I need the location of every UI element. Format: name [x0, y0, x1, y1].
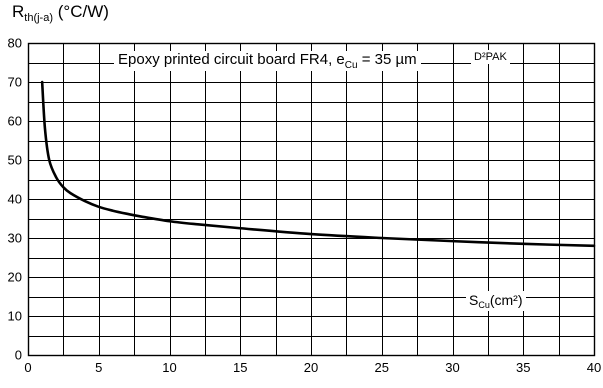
- x-tick-label: 20: [304, 360, 318, 375]
- series-label-d2pak: D²PAK: [471, 50, 510, 64]
- x-tick-label: 35: [516, 360, 530, 375]
- annotation-rest: = 35 µm: [357, 51, 417, 68]
- x-tick-label: 10: [162, 360, 176, 375]
- y-tick-label: 30: [8, 231, 22, 246]
- annotation-text: Epoxy printed circuit board FR4, e: [118, 51, 345, 68]
- x-axis-label-main: S: [469, 292, 479, 308]
- tick-labels: 0 10 20 30 40 50 60 70 80 0 5 10 15 20 25 30 35 40: [8, 36, 602, 376]
- x-tick-label: 15: [233, 360, 247, 375]
- x-tick-label: 25: [375, 360, 389, 375]
- y-tick-label: 50: [8, 153, 22, 168]
- plot-frame: [27, 42, 596, 357]
- y-tick-label: 0: [15, 348, 22, 363]
- x-axis-label-unit: (cm²): [489, 292, 523, 308]
- x-axis-label: SCu(cm²): [466, 291, 526, 311]
- x-tick-label: 0: [24, 360, 31, 375]
- y-axis-label-main: R: [12, 2, 25, 21]
- series-line-d2pak: [40, 80, 596, 248]
- y-tick-label: 70: [8, 75, 22, 90]
- y-tick-label: 20: [8, 270, 22, 285]
- y-tick-label: 10: [8, 309, 22, 324]
- x-tick-label: 30: [445, 360, 459, 375]
- y-axis-label: Rth(j-a) (°C/W): [12, 2, 109, 24]
- x-tick-label: 40: [587, 360, 601, 375]
- y-tick-label: 60: [8, 114, 22, 129]
- y-tick-label: 40: [8, 192, 22, 207]
- y-axis-label-unit: (°C/W): [53, 2, 109, 21]
- y-tick-label: 80: [8, 36, 22, 51]
- y-axis-label-sub: th(j-a): [24, 12, 54, 24]
- annotation-sub: Cu: [344, 60, 358, 71]
- x-axis-label-sub: Cu: [478, 300, 490, 310]
- board-annotation: Epoxy printed circuit board FR4, eCu = 3…: [114, 51, 421, 71]
- x-tick-label: 5: [95, 360, 102, 375]
